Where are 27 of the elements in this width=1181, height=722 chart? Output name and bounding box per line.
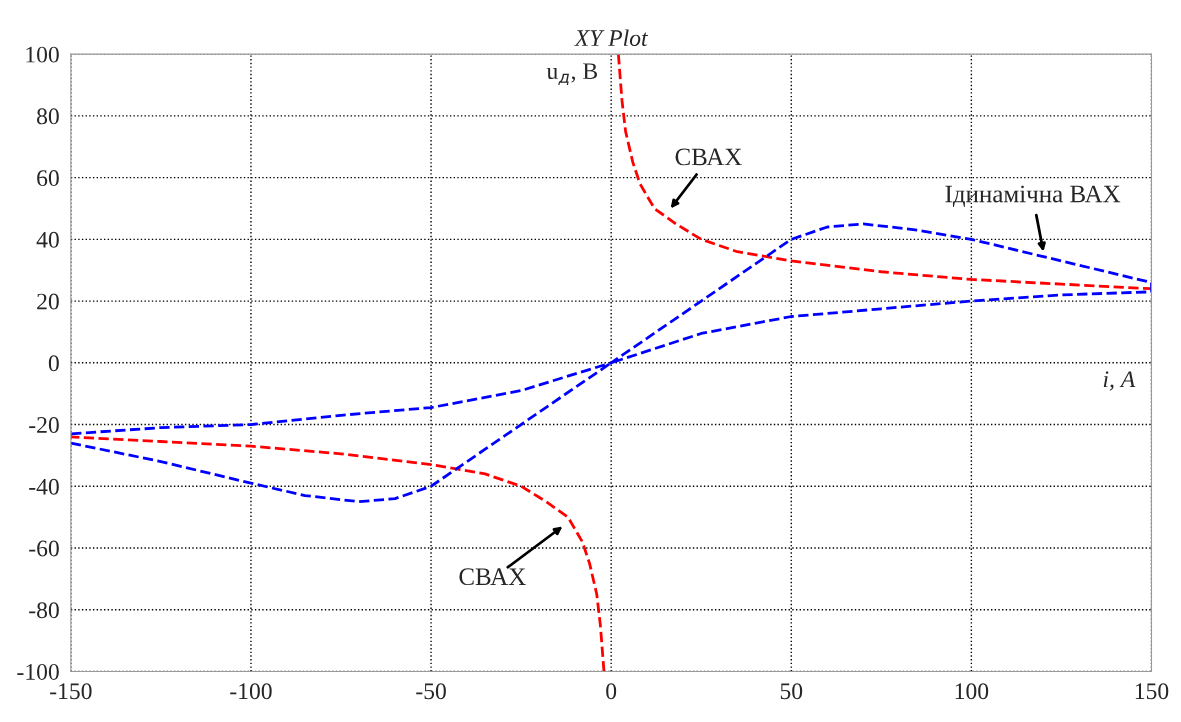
line-series	[70, 222, 1152, 504]
annotation: СВАХ	[675, 148, 742, 166]
chart-title: XY Plot	[573, 29, 649, 47]
y-tick-label: 0	[48, 355, 59, 372]
line-series	[616, 54, 1152, 291]
x-tick-label: 50	[780, 683, 803, 700]
y-tick-label: -40	[29, 478, 59, 495]
y-tick-label: -100	[17, 663, 59, 680]
y-tick-label: 40	[36, 231, 59, 248]
y-tick-label: -20	[29, 417, 59, 433]
line-series	[70, 435, 606, 672]
x-tick-label: -150	[50, 683, 92, 700]
y-tick-label: -80	[29, 602, 59, 619]
x-tick-label: -50	[416, 683, 446, 700]
x-axis-title: i, А	[1103, 371, 1136, 391]
annotation: Ідинамічна ВАХ	[945, 185, 1121, 207]
x-tick-label: 0	[606, 683, 617, 700]
y-tick-label: 80	[37, 108, 59, 125]
x-tick-label: -100	[230, 683, 272, 700]
y-axis-title: u$_{д}$, В	[546, 63, 597, 86]
y-tick-label: 60	[37, 170, 59, 187]
annotation: СВАХ	[459, 568, 526, 586]
x-tick-label: 100	[955, 683, 989, 700]
y-tick-label: 100	[26, 46, 59, 63]
x-tick-label: 150	[1135, 683, 1169, 700]
y-tick-label: 20	[37, 293, 59, 310]
y-tick-label: -60	[29, 540, 59, 557]
